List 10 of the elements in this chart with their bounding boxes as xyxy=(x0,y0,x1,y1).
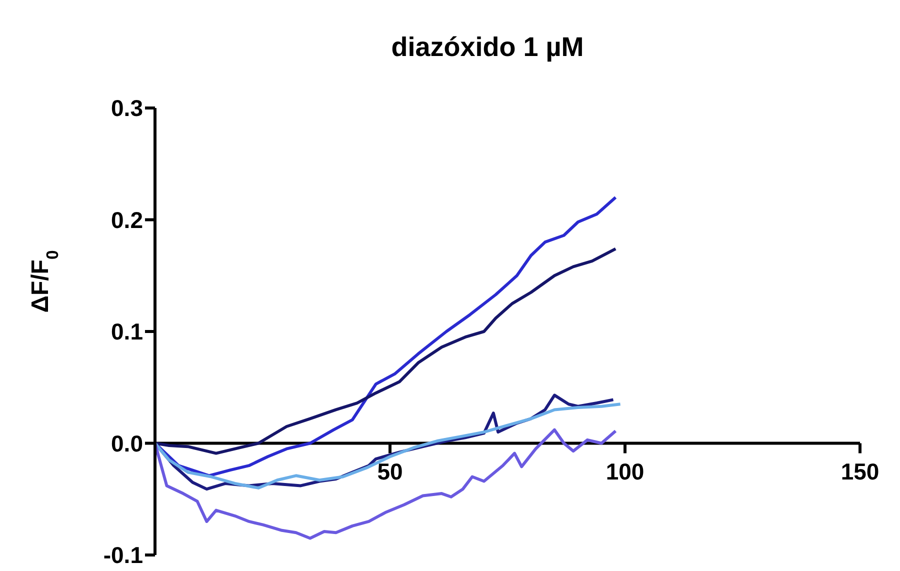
y-tick-label: 0.1 xyxy=(111,318,144,345)
chart-title: diazóxido 1 µM xyxy=(391,32,584,62)
x-tick-label: 150 xyxy=(840,458,880,484)
y-tick-label: 0.0 xyxy=(111,430,143,456)
x-tick-label: 50 xyxy=(377,458,403,484)
y-tick-label: 0.3 xyxy=(111,95,143,122)
line-series xyxy=(155,247,618,455)
x-tick-label: 100 xyxy=(606,458,644,484)
y-tick-label: -0.1 xyxy=(103,542,144,568)
y-tick-label: 0.2 xyxy=(111,206,143,233)
